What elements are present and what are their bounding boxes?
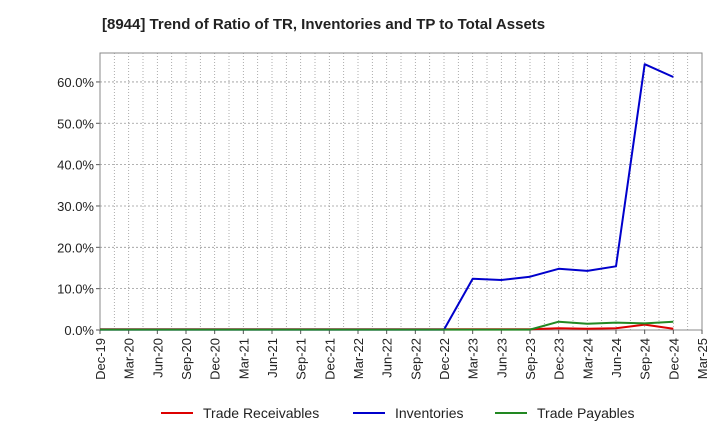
legend-swatch-inventories	[353, 412, 385, 414]
trade-payables-line	[100, 320, 674, 331]
y-tick-labels: 0.0% 10.0% 20.0% 30.0% 40.0% 50.0% 60.0%	[57, 75, 94, 338]
x-tick-label: Dec-21	[322, 338, 337, 380]
x-tick-label: Mar-20	[122, 338, 137, 379]
x-tick-label: Dec-22	[437, 338, 452, 380]
axes	[96, 52, 703, 334]
y-tick-label: 40.0%	[57, 158, 94, 173]
x-tick-label: Sep-24	[638, 338, 653, 380]
x-tick-label: Jun-23	[494, 338, 509, 378]
x-tick-label: Mar-21	[236, 338, 251, 379]
chart-title: [8944] Trend of Ratio of TR, Inventories…	[102, 16, 546, 33]
y-tick-label: 30.0%	[57, 199, 94, 214]
legend-item-trade-payables: Trade Payables	[495, 405, 635, 421]
series-lines	[100, 63, 674, 331]
x-tick-label: Dec-20	[208, 338, 223, 380]
x-tick-label: Jun-24	[609, 338, 624, 378]
y-tick-label: 10.0%	[57, 282, 94, 297]
x-tick-label: Jun-21	[265, 338, 280, 378]
x-tick-label: Jun-20	[150, 338, 165, 378]
x-tick-label: Jun-22	[380, 338, 395, 378]
y-tick-label: 60.0%	[57, 75, 94, 90]
y-tick-label: 20.0%	[57, 240, 94, 255]
x-tick-label: Dec-19	[93, 338, 108, 380]
x-tick-label: Sep-22	[408, 338, 423, 380]
legend-swatch-trade-receivables	[161, 412, 193, 414]
legend-label-trade-receivables: Trade Receivables	[203, 405, 320, 421]
x-tick-labels: Dec-19 Mar-20 Jun-20 Sep-20 Dec-20 Mar-21 Jun-…	[93, 338, 710, 380]
line-chart: 0.0% 10.0% 20.0% 30.0% 40.0% 50.0% 60.0% Dec-1…	[57, 52, 710, 380]
gridlines	[100, 53, 702, 330]
x-tick-label: Mar-23	[466, 338, 481, 379]
legend-swatch-trade-payables	[495, 412, 527, 414]
legend-item-inventories: Inventories	[353, 405, 463, 421]
x-tick-label: Mar-22	[351, 338, 366, 379]
y-tick-label: 50.0%	[57, 116, 94, 131]
x-tick-label: Sep-23	[523, 338, 538, 380]
x-tick-label: Sep-20	[179, 338, 194, 380]
y-tick-label: 0.0%	[64, 323, 94, 338]
x-tick-label: Mar-25	[695, 338, 710, 379]
x-tick-label: Dec-23	[552, 338, 567, 380]
legend-label-inventories: Inventories	[395, 405, 464, 421]
legend: Trade Receivables Inventories Trade Paya…	[0, 400, 720, 430]
legend-item-trade-receivables: Trade Receivables	[161, 405, 319, 421]
x-tick-label: Mar-24	[580, 338, 595, 379]
x-tick-label: Dec-24	[666, 338, 681, 380]
legend-label-trade-payables: Trade Payables	[537, 405, 635, 421]
x-tick-label: Sep-21	[294, 338, 309, 380]
